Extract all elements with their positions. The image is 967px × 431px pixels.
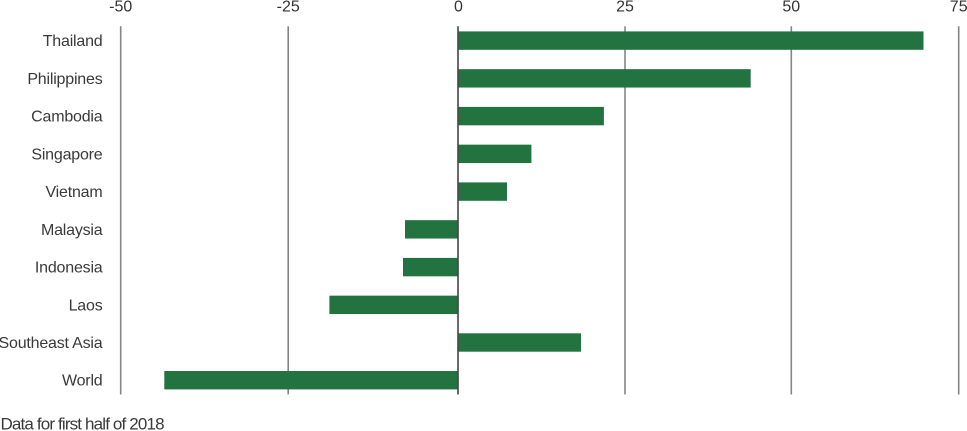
svg-text:0: 0 — [454, 0, 463, 15]
svg-text:75: 75 — [950, 0, 967, 15]
svg-text:World: World — [62, 373, 103, 390]
svg-text:Thailand: Thailand — [43, 33, 103, 50]
svg-text:Southeast Asia: Southeast Asia — [0, 335, 103, 352]
svg-text:Malaysia: Malaysia — [41, 222, 103, 239]
svg-text:Philippines: Philippines — [27, 71, 102, 88]
svg-text:Data for first half of 2018: Data for first half of 2018 — [1, 415, 165, 431]
svg-text:25: 25 — [616, 0, 634, 15]
svg-text:-50: -50 — [109, 0, 132, 15]
svg-text:Cambodia: Cambodia — [31, 109, 103, 126]
svg-text:Vietnam: Vietnam — [45, 184, 102, 201]
svg-text:50: 50 — [782, 0, 800, 15]
svg-text:Singapore: Singapore — [31, 146, 102, 163]
svg-text:Indonesia: Indonesia — [35, 260, 103, 277]
svg-text:-25: -25 — [277, 0, 300, 15]
svg-text:Laos: Laos — [69, 297, 103, 314]
